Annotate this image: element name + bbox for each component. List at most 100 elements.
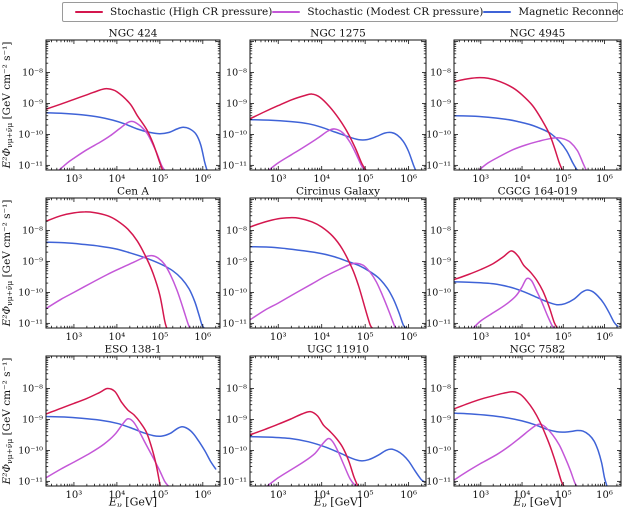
series-stochastic-modest-cr-pressure	[58, 120, 166, 170]
y-axis-label-row2: E²Φνμ+ν̄μ [GeV cm⁻² s⁻¹]	[0, 178, 14, 348]
svg-text:10⁶: 10⁶	[596, 174, 613, 185]
axis-ticks	[454, 198, 621, 328]
series-stochastic-modest-cr-pressure	[46, 418, 170, 486]
series-stochastic-high-cr-pressure	[46, 211, 168, 328]
svg-text:10³: 10³	[66, 490, 83, 501]
svg-text:10⁻⁹: 10⁻⁹	[22, 257, 43, 268]
subplot-ngc-7582: 10³ 10⁴ 10⁵ 10⁶ 10⁻⁸ 10⁻⁹ 10⁻¹⁰ 10⁻¹¹ NGC 7582 Eν…	[426, 344, 622, 507]
plot-frame	[453, 197, 622, 329]
subplot-circinus-galaxy: 10³ 10⁴ 10⁵ 10⁶ 10⁻⁸ 10⁻⁹ 10⁻¹⁰ 10⁻¹¹ Circinus G…	[222, 186, 427, 343]
series-magnetic-reconnection	[46, 241, 206, 328]
axis-tick-labels: 10³ 10⁴ 10⁵ 10⁶ 10⁻⁸ 10⁻⁹ 10⁻¹⁰ 10⁻¹¹	[426, 384, 613, 501]
series-stochastic-high-cr-pressure	[46, 387, 161, 486]
subplot-title: NGC 7582	[510, 344, 566, 356]
svg-text:10⁶: 10⁶	[400, 490, 417, 501]
svg-text:10⁵: 10⁵	[357, 490, 374, 501]
series-stochastic-modest-cr-pressure	[472, 277, 557, 328]
curves	[454, 250, 619, 328]
svg-text:10⁻¹⁰: 10⁻¹⁰	[222, 288, 247, 299]
axis-tick-labels: 10³ 10⁴ 10⁵ 10⁶ 10⁻⁸ 10⁻⁹ 10⁻¹⁰ 10⁻¹¹	[222, 68, 417, 185]
svg-text:10⁵: 10⁵	[152, 490, 169, 501]
svg-text:10⁶: 10⁶	[194, 174, 211, 185]
svg-text:10⁴: 10⁴	[109, 490, 126, 501]
subplot-ngc-4945: 10³ 10⁴ 10⁵ 10⁶ 10⁻⁸ 10⁻⁹ 10⁻¹⁰ 10⁻¹¹ NGC 4945	[426, 28, 622, 185]
axis-tick-labels: 10³ 10⁴ 10⁵ 10⁶ 10⁻⁸ 10⁻⁹ 10⁻¹⁰ 10⁻¹¹	[426, 226, 613, 343]
svg-text:10⁻¹¹: 10⁻¹¹	[426, 161, 451, 172]
svg-text:10³: 10³	[270, 174, 287, 185]
svg-text:10⁵: 10⁵	[152, 174, 169, 185]
ylabel-base: E²Φ	[1, 147, 13, 169]
subplot-cen-a: 10³ 10⁴ 10⁵ 10⁶ 10⁻⁸ 10⁻⁹ 10⁻¹⁰ 10⁻¹¹ Cen A	[18, 186, 221, 343]
svg-text:10⁴: 10⁴	[109, 332, 126, 343]
legend-row: Stochastic (High CR pressure) Stochastic…	[0, 0, 623, 28]
plot-frame	[453, 355, 622, 487]
subplot-title: Cen A	[117, 186, 149, 198]
svg-text:10⁶: 10⁶	[400, 332, 417, 343]
svg-text:10⁴: 10⁴	[313, 332, 330, 343]
svg-text:10⁴: 10⁴	[109, 174, 126, 185]
axis-ticks	[250, 40, 426, 170]
svg-text:10³: 10³	[472, 174, 489, 185]
axis-ticks	[250, 356, 426, 486]
svg-text:10⁵: 10⁵	[555, 332, 572, 343]
magenta-line-swatch	[272, 11, 301, 13]
subplot-title: NGC 4945	[510, 28, 566, 40]
axis-tick-labels: 10³ 10⁴ 10⁵ 10⁶ 10⁻⁸ 10⁻⁹ 10⁻¹⁰ 10⁻¹¹	[18, 384, 211, 501]
svg-text:10⁻¹⁰: 10⁻¹⁰	[222, 130, 247, 141]
svg-text:10⁴: 10⁴	[514, 490, 531, 501]
subplot-title: Circinus Galaxy	[296, 186, 380, 198]
series-stochastic-modest-cr-pressure	[46, 254, 191, 328]
svg-text:10⁶: 10⁶	[194, 332, 211, 343]
svg-text:10⁻¹⁰: 10⁻¹⁰	[426, 130, 451, 141]
plot-frame	[45, 39, 221, 171]
series-stochastic-modest-cr-pressure	[266, 437, 359, 486]
subplot-title: ESO 138-1	[104, 344, 161, 356]
curves	[454, 391, 608, 486]
series-stochastic-high-cr-pressure	[454, 391, 565, 486]
svg-text:10⁻¹¹: 10⁻¹¹	[426, 477, 451, 488]
ylabel-units: [GeV cm⁻² s⁻¹]	[1, 41, 13, 123]
svg-text:10³: 10³	[472, 490, 489, 501]
series-magnetic-reconnection	[250, 118, 417, 170]
svg-text:10⁻⁹: 10⁻⁹	[226, 99, 247, 110]
series-stochastic-modest-cr-pressure	[478, 136, 587, 170]
svg-text:10⁵: 10⁵	[357, 174, 374, 185]
curves	[250, 410, 425, 486]
subplot-eso-138-1: 10³ 10⁴ 10⁵ 10⁶ 10⁻⁸ 10⁻⁹ 10⁻¹⁰ 10⁻¹¹ ESO 138-1 E…	[18, 344, 221, 507]
x-axis-label: Eν [GeV]	[313, 496, 362, 507]
svg-text:10⁵: 10⁵	[357, 332, 374, 343]
red-line-swatch	[75, 11, 103, 13]
series-stochastic-high-cr-pressure	[46, 87, 164, 170]
legend-item-high-cr: Stochastic (High CR pressure)	[75, 6, 272, 18]
subplot-grid: 10³ 10⁴ 10⁵ 10⁶ 10⁻⁸ 10⁻⁹ 10⁻¹⁰ 10⁻¹¹ NGC 424 10…	[0, 28, 623, 507]
svg-text:10⁶: 10⁶	[400, 174, 417, 185]
series-magnetic-reconnection	[46, 112, 208, 170]
subplot-ngc-424: 10³ 10⁴ 10⁵ 10⁶ 10⁻⁸ 10⁻⁹ 10⁻¹⁰ 10⁻¹¹ NGC 424	[18, 28, 221, 185]
svg-text:10⁶: 10⁶	[596, 332, 613, 343]
ylabel-subscript: νμ+ν̄μ	[5, 438, 14, 464]
svg-text:10⁴: 10⁴	[313, 174, 330, 185]
ylabel-base: E²Φ	[1, 305, 13, 327]
svg-text:10⁻⁸: 10⁻⁸	[22, 226, 43, 237]
axis-tick-labels: 10³ 10⁴ 10⁵ 10⁶ 10⁻⁸ 10⁻⁹ 10⁻¹⁰ 10⁻¹¹	[222, 384, 417, 501]
axis-ticks	[454, 356, 621, 486]
svg-text:10⁻⁹: 10⁻⁹	[430, 257, 451, 268]
svg-text:10³: 10³	[270, 332, 287, 343]
plot-frame	[45, 197, 221, 329]
svg-text:10⁻⁸: 10⁻⁸	[226, 226, 247, 237]
svg-text:10⁻⁹: 10⁻⁹	[226, 257, 247, 268]
x-axis-label: Eν [GeV]	[108, 496, 157, 507]
svg-text:10⁻¹⁰: 10⁻¹⁰	[426, 446, 451, 457]
series-stochastic-modest-cr-pressure	[250, 262, 399, 328]
subplot-title: UGC 11910	[307, 344, 369, 356]
series-stochastic-high-cr-pressure	[250, 93, 367, 170]
axis-tick-labels: 10³ 10⁴ 10⁵ 10⁶ 10⁻⁸ 10⁻⁹ 10⁻¹⁰ 10⁻¹¹	[426, 68, 613, 185]
curves	[454, 76, 587, 170]
svg-text:10⁻¹⁰: 10⁻¹⁰	[222, 446, 247, 457]
subplot-ugc-11910: 10³ 10⁴ 10⁵ 10⁶ 10⁻⁸ 10⁻⁹ 10⁻¹⁰ 10⁻¹¹ UGC 11910 E…	[222, 344, 427, 507]
svg-text:10⁻¹¹: 10⁻¹¹	[18, 477, 43, 488]
axis-tick-labels: 10³ 10⁴ 10⁵ 10⁶ 10⁻⁸ 10⁻⁹ 10⁻¹⁰ 10⁻¹¹	[222, 226, 417, 343]
axis-tick-labels: 10³ 10⁴ 10⁵ 10⁶ 10⁻⁸ 10⁻⁹ 10⁻¹⁰ 10⁻¹¹	[18, 68, 211, 185]
series-magnetic-reconnection	[454, 281, 619, 328]
subplot-title: NGC 424	[109, 28, 158, 40]
